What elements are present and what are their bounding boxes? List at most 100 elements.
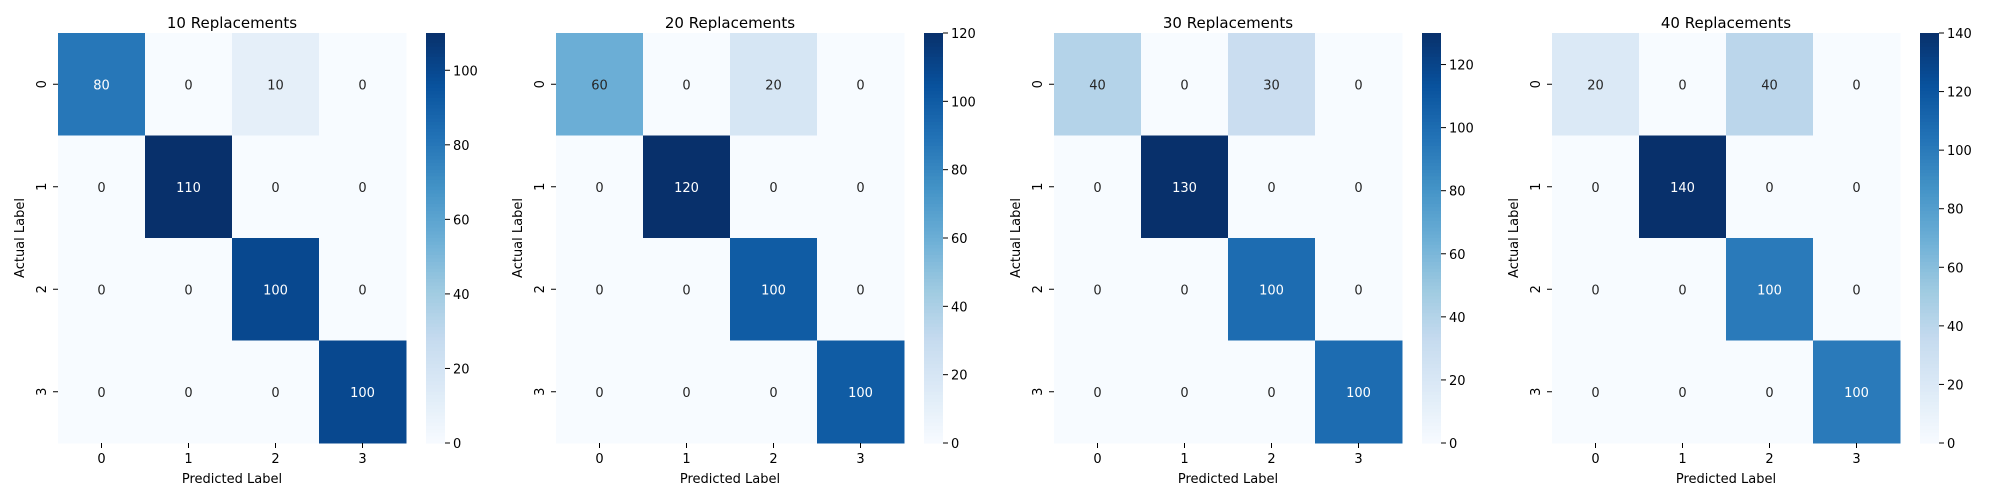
colorbar-segment [924, 121, 943, 126]
colorbar-segment [1920, 292, 1939, 297]
colorbar-segment [1920, 422, 1939, 427]
colorbar-segment [1920, 279, 1939, 284]
heatmap-cell [1228, 340, 1316, 444]
colorbar-segment [1422, 111, 1441, 116]
colorbar-segment [1422, 402, 1441, 407]
colorbar-segment [426, 364, 445, 369]
colorbar-segment [1422, 190, 1441, 195]
colorbar-segment [1920, 214, 1939, 219]
colorbar-segment [1422, 169, 1441, 174]
colorbar-tick-label: 80 [1947, 203, 1964, 218]
colorbar-tick-label: 20 [1449, 374, 1466, 389]
cell-value-label: 120 [674, 181, 699, 196]
colorbar-segment [1422, 162, 1441, 167]
heatmap-cell [1813, 33, 1901, 136]
colorbar-segment [1422, 340, 1441, 345]
colorbar-tick-label: 0 [453, 437, 461, 452]
colorbar-segment [1920, 320, 1939, 325]
colorbar-segment [1422, 159, 1441, 164]
cell-value-label: 0 [595, 181, 603, 196]
heatmap-cell [817, 238, 905, 341]
colorbar-segment [924, 388, 943, 393]
colorbar-segment [426, 275, 445, 280]
colorbar-segment [924, 279, 943, 284]
colorbar-segment [426, 343, 445, 348]
colorbar-segment [924, 333, 943, 338]
colorbar-segment [924, 429, 943, 434]
colorbar-segment [426, 408, 445, 413]
colorbar-segment [1422, 244, 1441, 249]
colorbar-segment [1920, 313, 1939, 318]
colorbar-segment [924, 299, 943, 304]
heatmap-cell [58, 340, 146, 444]
cell-value-label: 100 [1757, 283, 1782, 298]
colorbar-tick-label: 0 [1947, 437, 1955, 452]
colorbar-segment [1422, 320, 1441, 325]
colorbar-segment [1422, 309, 1441, 314]
colorbar-segment [1920, 340, 1939, 345]
heatmap-cell [643, 135, 731, 239]
colorbar-segment [1920, 91, 1939, 96]
colorbar-segment [924, 176, 943, 181]
colorbar-segment [924, 115, 943, 120]
colorbar-segment [1422, 214, 1441, 219]
heatmap-cell [1054, 33, 1142, 136]
colorbar-segment [1920, 425, 1939, 430]
colorbar-segment [1422, 381, 1441, 386]
colorbar-segment [426, 350, 445, 355]
colorbar-segment [924, 422, 943, 427]
colorbar-segment [426, 142, 445, 147]
colorbar-segment [426, 384, 445, 389]
colorbar-segment [924, 156, 943, 161]
colorbar-segment [924, 340, 943, 345]
colorbar-segment [1920, 361, 1939, 366]
colorbar-segment [426, 183, 445, 188]
colorbar-segment [426, 320, 445, 325]
heatmap-cell [145, 238, 233, 341]
colorbar-segment [426, 244, 445, 249]
colorbar-segment [426, 80, 445, 85]
cell-value-label: 100 [1844, 386, 1869, 401]
colorbar-segment [426, 381, 445, 386]
colorbar-segment [1920, 309, 1939, 314]
colorbar-segment [924, 70, 943, 75]
colorbar-tick-label: 0 [1449, 437, 1457, 452]
colorbar-segment [924, 285, 943, 290]
colorbar-segment [1920, 166, 1939, 171]
colorbar-segment [1920, 316, 1939, 321]
colorbar-segment [426, 337, 445, 342]
colorbar-segment [924, 162, 943, 167]
colorbar-tick-label: 40 [1947, 320, 1964, 335]
colorbar-segment [1422, 84, 1441, 89]
colorbar-segment [1920, 149, 1939, 154]
colorbar-segment [1422, 217, 1441, 222]
colorbar-segment [924, 36, 943, 41]
y-axis-label: Actual Label [1507, 198, 1522, 278]
colorbar-segment [1920, 248, 1939, 253]
colorbar-segment [1920, 50, 1939, 55]
colorbar-segment [924, 169, 943, 174]
heatmap-cell [58, 33, 146, 136]
colorbar-segment [1422, 80, 1441, 85]
colorbar-segment [426, 326, 445, 331]
colorbar-segment [1920, 43, 1939, 48]
colorbar-segment [1920, 63, 1939, 68]
colorbar-segment [1920, 391, 1939, 396]
colorbar-segment [1920, 347, 1939, 352]
colorbar-segment [924, 56, 943, 61]
colorbar-segment [924, 224, 943, 229]
colorbar-segment [426, 367, 445, 372]
colorbar-segment [1422, 197, 1441, 202]
colorbar-segment [924, 326, 943, 331]
heatmap-cell [1141, 340, 1229, 444]
colorbar-segment [426, 132, 445, 137]
colorbar-segment [924, 227, 943, 232]
colorbar-segment [1920, 138, 1939, 143]
colorbar-segment [1422, 296, 1441, 301]
cell-value-label: 100 [761, 283, 786, 298]
colorbar-segment [924, 80, 943, 85]
colorbar-segment [1422, 275, 1441, 280]
colorbar-segment [1920, 330, 1939, 335]
colorbar-segment [924, 265, 943, 270]
colorbar-segment [924, 128, 943, 133]
